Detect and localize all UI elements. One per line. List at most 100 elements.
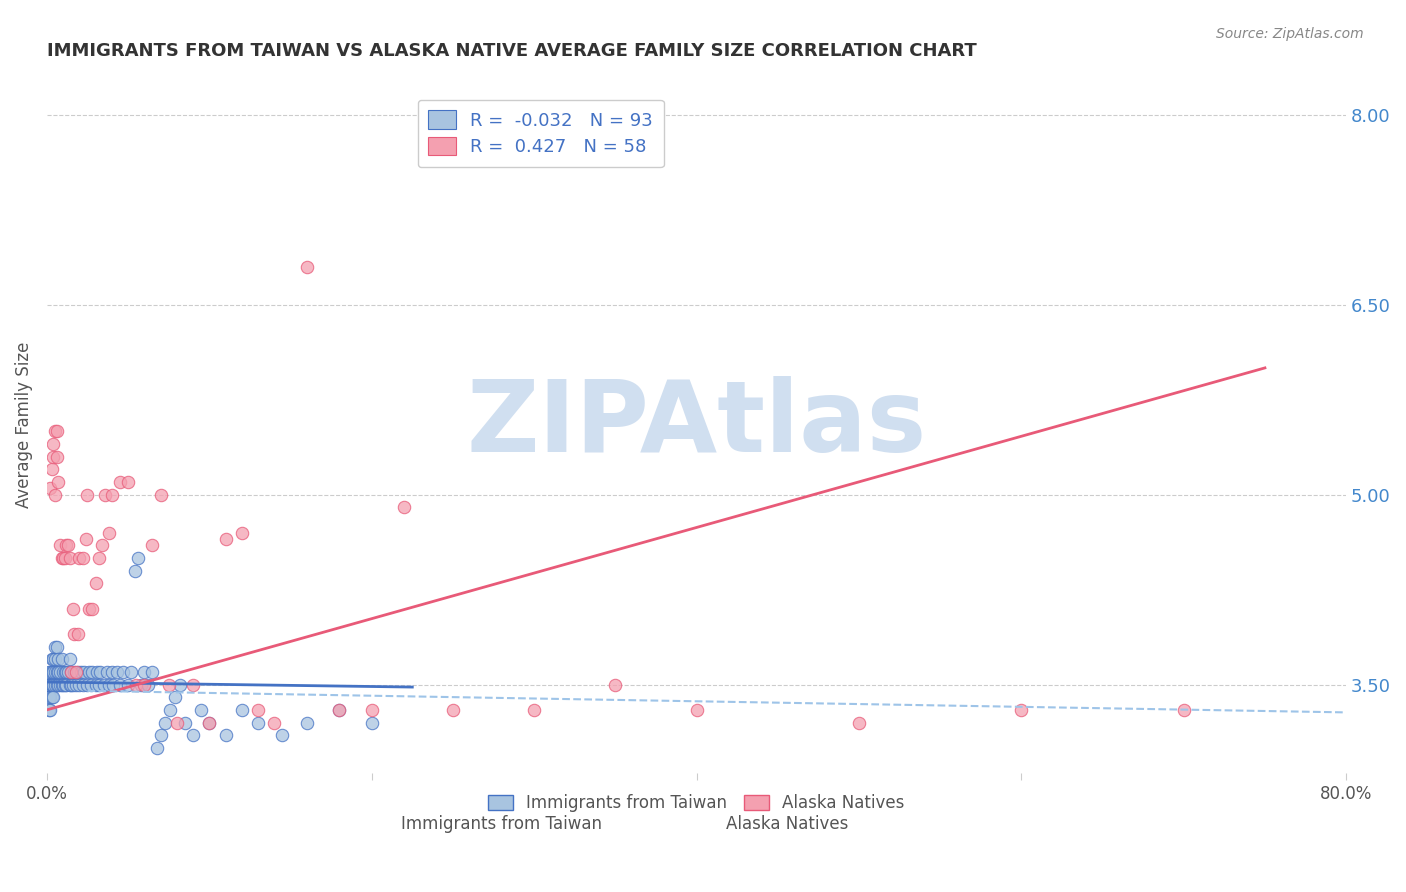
Point — [523, 703, 546, 717]
Point — [72, 677, 94, 691]
Point — [73, 665, 96, 679]
Point — [63, 665, 86, 679]
Point — [141, 665, 163, 679]
Point — [129, 677, 152, 691]
Point — [72, 550, 94, 565]
Point — [42, 690, 65, 705]
Point — [41, 690, 63, 705]
Point — [39, 677, 62, 691]
Point — [146, 740, 169, 755]
Point — [295, 715, 318, 730]
Point — [56, 538, 79, 552]
Point — [49, 665, 72, 679]
Point — [38, 677, 60, 691]
Point — [605, 677, 627, 691]
Point — [41, 462, 63, 476]
Point — [181, 728, 204, 742]
Point — [263, 715, 285, 730]
Point — [84, 677, 107, 691]
Point — [87, 550, 110, 565]
Point — [65, 677, 87, 691]
Point — [117, 677, 139, 691]
Point — [44, 665, 66, 679]
Text: ZIPAtlas: ZIPAtlas — [467, 376, 927, 474]
Point — [77, 665, 100, 679]
Point — [70, 665, 93, 679]
Point — [42, 677, 65, 691]
Point — [96, 665, 118, 679]
Point — [295, 260, 318, 274]
Point — [55, 665, 77, 679]
Point — [62, 601, 84, 615]
Point — [46, 652, 69, 666]
Point — [247, 715, 270, 730]
Point — [52, 665, 75, 679]
Point — [101, 665, 124, 679]
Point — [45, 640, 67, 654]
Point — [41, 665, 63, 679]
Point — [41, 677, 63, 691]
Point — [55, 677, 77, 691]
Point — [76, 677, 98, 691]
Point — [82, 665, 104, 679]
Point — [82, 601, 104, 615]
Point — [66, 665, 89, 679]
Point — [59, 652, 82, 666]
Point — [75, 532, 97, 546]
Point — [39, 665, 62, 679]
Point — [38, 703, 60, 717]
Point — [117, 475, 139, 489]
Point — [52, 550, 75, 565]
Point — [45, 450, 67, 464]
Point — [166, 715, 188, 730]
Point — [65, 665, 87, 679]
Point — [42, 652, 65, 666]
Point — [53, 550, 76, 565]
Point — [62, 677, 84, 691]
Point — [103, 677, 125, 691]
Point — [392, 500, 415, 515]
Point — [44, 677, 66, 691]
Point — [165, 690, 187, 705]
Point — [39, 703, 62, 717]
Point — [41, 677, 63, 691]
Point — [214, 728, 236, 742]
Point — [63, 627, 86, 641]
Point — [271, 728, 294, 742]
Point — [198, 715, 221, 730]
Point — [67, 550, 90, 565]
Point — [59, 677, 82, 691]
Point — [56, 665, 79, 679]
Point — [67, 677, 90, 691]
Point — [44, 640, 66, 654]
Point — [38, 690, 60, 705]
Point — [42, 437, 65, 451]
Point — [97, 525, 120, 540]
Point — [848, 715, 870, 730]
Point — [42, 665, 65, 679]
Point — [174, 715, 197, 730]
Point — [59, 550, 82, 565]
Legend: R =  -0.032   N = 93, R =  0.427   N = 58: R = -0.032 N = 93, R = 0.427 N = 58 — [418, 100, 664, 167]
Point — [93, 677, 115, 691]
Point — [39, 690, 62, 705]
Point — [45, 677, 67, 691]
Point — [141, 538, 163, 552]
Point — [108, 677, 131, 691]
Point — [198, 715, 221, 730]
Point — [87, 677, 110, 691]
Point — [80, 677, 103, 691]
Point — [441, 703, 464, 717]
Point — [328, 703, 350, 717]
Point — [51, 677, 73, 691]
Point — [127, 550, 149, 565]
Point — [38, 665, 60, 679]
Point — [49, 677, 72, 691]
Point — [181, 677, 204, 691]
Point — [76, 487, 98, 501]
Point — [134, 677, 156, 691]
Point — [105, 665, 128, 679]
Point — [44, 424, 66, 438]
Point — [51, 652, 73, 666]
Point — [155, 715, 177, 730]
